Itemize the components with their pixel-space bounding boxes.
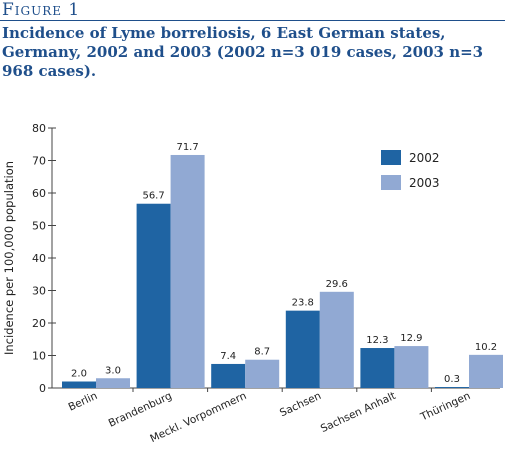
bar-2003-1 bbox=[96, 378, 130, 388]
data-label-2003-2: 71.7 bbox=[176, 142, 198, 153]
chart-axes: 0 10 20 30 40 50 60 70 80 Incidence per 100,000 p… bbox=[2, 122, 500, 395]
x-tick-label: Berlin bbox=[67, 390, 100, 414]
y-tick-label: 70 bbox=[32, 155, 46, 168]
bar-2002-6 bbox=[435, 387, 469, 388]
bar-2002-5 bbox=[360, 348, 395, 388]
data-label-2003-4: 29.6 bbox=[326, 279, 348, 290]
bar-2003-5 bbox=[394, 346, 429, 388]
data-label-2002-2: 56.7 bbox=[142, 191, 164, 202]
data-label-2002-1: 2.0 bbox=[71, 369, 87, 380]
bar-2002-2 bbox=[136, 203, 171, 388]
y-tick-label: 40 bbox=[32, 252, 46, 265]
bar-2002-3 bbox=[211, 363, 246, 388]
legend-swatch-2002 bbox=[381, 150, 401, 165]
header-rule bbox=[0, 20, 505, 21]
figure-label: Figure 1 bbox=[2, 0, 81, 20]
y-tick-label: 80 bbox=[32, 122, 46, 135]
legend-swatch-2003 bbox=[381, 175, 401, 190]
y-tick-label: 20 bbox=[32, 317, 46, 330]
bar-2003-6 bbox=[469, 354, 503, 388]
y-tick-label: 30 bbox=[32, 285, 46, 298]
y-tick-label: 60 bbox=[32, 187, 46, 200]
chart-title: Incidence of Lyme borreliosis, 6 East Ge… bbox=[2, 24, 484, 80]
legend-label-2003: 2003 bbox=[409, 176, 440, 190]
data-label-2003-3: 8.7 bbox=[254, 347, 270, 358]
y-tick-label: 0 bbox=[39, 382, 46, 395]
data-label-2003-6: 10.2 bbox=[475, 342, 497, 353]
bar-2002-1 bbox=[62, 381, 96, 388]
data-label-2002-5: 12.3 bbox=[366, 335, 388, 346]
data-label-2002-3: 7.4 bbox=[220, 351, 236, 362]
bar-2003-2 bbox=[170, 154, 205, 388]
x-tick-label: Thüringen bbox=[418, 390, 472, 424]
y-tick-label: 10 bbox=[32, 350, 46, 363]
chart-bars bbox=[62, 154, 503, 388]
bar-2002-4 bbox=[285, 310, 320, 388]
data-label-2002-4: 23.8 bbox=[292, 298, 314, 309]
data-label-2003-5: 12.9 bbox=[400, 333, 422, 344]
bar-2003-4 bbox=[319, 291, 354, 388]
x-tick-label: Sachsen bbox=[278, 390, 323, 420]
legend-label-2002: 2002 bbox=[409, 151, 440, 165]
x-tick-label: Brandenburg bbox=[107, 390, 174, 430]
bar-2003-3 bbox=[245, 359, 280, 388]
data-label-2003-1: 3.0 bbox=[105, 365, 121, 376]
data-label-2002-6: 0.3 bbox=[444, 374, 460, 385]
y-axis-title: Incidence per 100,000 population bbox=[2, 161, 16, 355]
chart-legend: 2002 2003 bbox=[381, 150, 440, 190]
x-tick-label: Sachsen Anhalt bbox=[319, 390, 398, 435]
y-tick-label: 50 bbox=[32, 220, 46, 233]
